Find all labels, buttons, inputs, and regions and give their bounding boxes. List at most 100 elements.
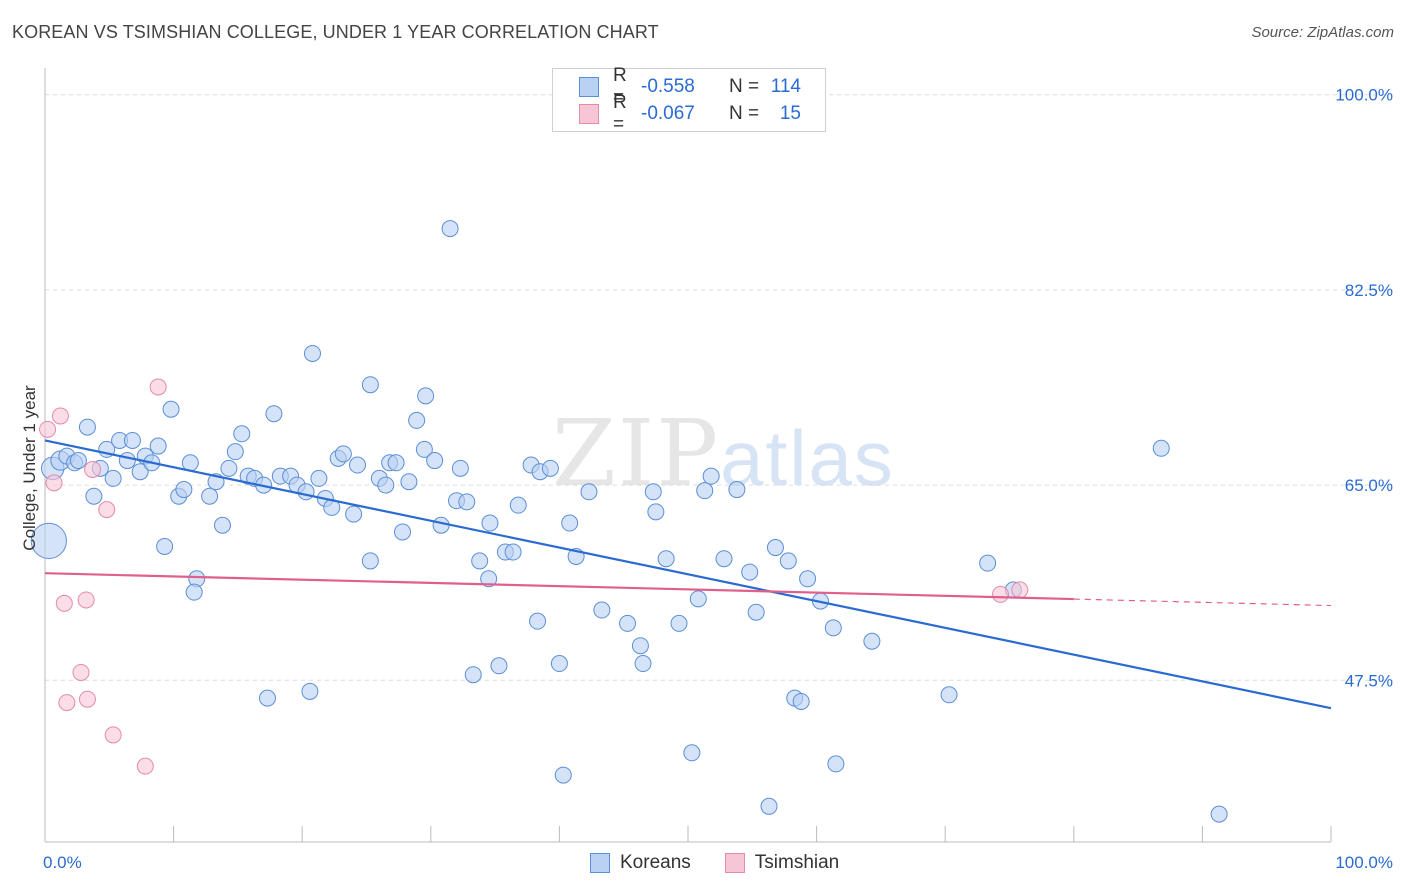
r-label: R = <box>613 92 627 135</box>
korean-point <box>123 431 141 449</box>
korean-point <box>683 744 701 762</box>
x-tick-label-max: 100.0% <box>1335 853 1393 872</box>
tsimshian-n-value: 15 <box>779 103 801 124</box>
korean-point <box>504 543 522 561</box>
tsimshian-point <box>72 663 90 681</box>
tsimshian-legend-label: Tsimshian <box>754 852 840 873</box>
tsimshian-point <box>58 694 76 712</box>
korean-point <box>979 554 997 572</box>
n-label: N = <box>729 76 760 97</box>
tsimshian-trend-extension <box>1073 598 1332 607</box>
korean-point <box>387 454 405 472</box>
korean-point <box>741 563 759 581</box>
korean-point <box>432 516 450 534</box>
y-tick-label: 82.5% <box>1345 281 1393 300</box>
koreans-r-value: -0.558 <box>641 76 695 97</box>
korean-point <box>760 797 778 815</box>
tsimshian-point <box>84 460 102 478</box>
korean-point <box>799 570 817 588</box>
korean-point <box>301 682 319 700</box>
korean-point <box>415 440 433 458</box>
korean-point <box>69 452 87 470</box>
korean-point <box>728 481 746 499</box>
korean-point <box>550 655 568 673</box>
korean-point <box>689 590 707 608</box>
korean-point <box>593 601 611 619</box>
korean-point <box>647 503 665 521</box>
korean-point <box>696 482 714 500</box>
korean-point <box>220 459 238 477</box>
korean-point <box>175 481 193 499</box>
legend-item-koreans[interactable]: Koreans <box>590 852 691 874</box>
koreans-trend-line <box>44 439 1332 710</box>
korean-point <box>631 637 649 655</box>
korean-point <box>715 550 733 568</box>
tsimshian-point <box>98 501 116 519</box>
korean-point <box>417 387 435 405</box>
korean-point <box>464 666 482 684</box>
korean-point <box>792 692 810 710</box>
tsimshian-legend-swatch <box>724 853 745 873</box>
tsimshian-point <box>991 585 1009 603</box>
korean-point <box>554 766 572 784</box>
korean-point <box>162 400 180 418</box>
tsimshian-point <box>77 591 95 609</box>
korean-point <box>481 514 499 532</box>
korean-point <box>702 467 720 485</box>
korean-point <box>348 456 366 474</box>
korean-point <box>480 570 498 588</box>
watermark-atlas: atlas <box>720 414 895 502</box>
y-tick-label: 65.0% <box>1345 476 1393 495</box>
r-label: R = <box>613 65 627 108</box>
korean-point <box>233 425 251 443</box>
tsimshian-point <box>45 474 63 492</box>
tsimshian-point <box>51 407 69 425</box>
koreans-legend-swatch <box>590 853 610 873</box>
koreans-swatch <box>579 77 599 97</box>
korean-point <box>580 483 598 501</box>
korean-point <box>104 469 122 487</box>
tsimshian-point <box>136 757 154 775</box>
korean-point <box>1210 805 1228 823</box>
korean-point <box>185 583 203 601</box>
chart-title: KOREAN VS TSIMSHIAN COLLEGE, UNDER 1 YEA… <box>12 22 659 42</box>
legend-item-tsimshian[interactable]: Tsimshian <box>724 852 840 874</box>
korean-point <box>361 376 379 394</box>
tsimshian-point <box>55 594 73 612</box>
tsimshian-trend-line <box>44 572 1074 601</box>
korean-point <box>377 476 395 494</box>
tsimshian-swatch <box>579 104 599 124</box>
koreans-n-value: 114 <box>770 76 801 97</box>
source-label: Source: ZipAtlas.com <box>1251 24 1394 41</box>
watermark-zip: ZIP <box>552 400 721 507</box>
korean-point <box>85 487 103 505</box>
korean-point <box>226 443 244 461</box>
korean-point <box>779 552 797 570</box>
korean-point <box>471 552 489 570</box>
legend-row-tsimshian: R = -0.067 N = 15 <box>579 92 801 135</box>
korean-point <box>541 459 559 477</box>
korean-point <box>441 220 459 238</box>
korean-point <box>747 603 765 621</box>
series-legend: Koreans Tsimshian <box>590 852 873 874</box>
legend-row-koreans: R = -0.558 N = 114 <box>579 65 801 108</box>
korean-point <box>670 614 688 632</box>
korean-point <box>408 411 426 429</box>
x-tick-label-min: 0.0% <box>43 853 82 872</box>
korean-point <box>345 505 363 523</box>
korean-point <box>258 689 276 707</box>
korean-point <box>118 452 136 470</box>
korean-point <box>451 459 469 477</box>
korean-point <box>361 552 379 570</box>
y-tick-label: 47.5% <box>1345 671 1393 690</box>
tsimshian-point <box>104 726 122 744</box>
korean-point <box>863 632 881 650</box>
korean-point <box>657 550 675 568</box>
watermark: ZIPatlas <box>552 400 895 507</box>
korean-point <box>1152 439 1170 457</box>
korean-point <box>827 755 845 773</box>
tsimshian-point <box>149 378 167 396</box>
korean-point <box>310 469 328 487</box>
korean-point <box>824 619 842 637</box>
y-axis-title: College, Under 1 year <box>20 385 39 551</box>
